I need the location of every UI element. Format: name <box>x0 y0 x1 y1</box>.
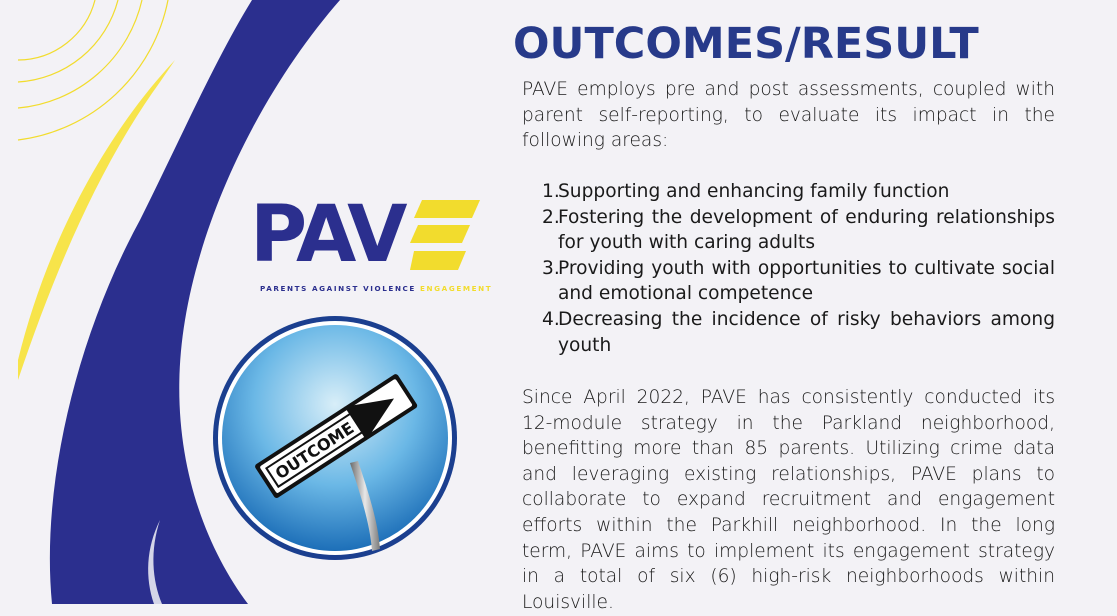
white-curve <box>148 520 162 604</box>
navy-swoosh <box>49 0 341 604</box>
logo-letters: PAV <box>250 190 407 280</box>
list-item: 3. Providing youth with opportunities to … <box>542 257 1055 305</box>
yellow-rings <box>17 0 169 141</box>
list-item: 2. Fostering the development of enduring … <box>542 206 1055 254</box>
impact-areas-list: 1. Supporting and enhancing family functi… <box>522 179 1055 358</box>
list-item: 4. Decreasing the incidence of risky beha… <box>542 308 1055 356</box>
intro-paragraph: PAVE employs pre and post assessments, c… <box>522 79 1055 152</box>
list-item: 1. Supporting and enhancing family functi… <box>542 181 950 202</box>
logo-tagline-main: PARENTS AGAINST VIOLENCE <box>260 284 421 293</box>
pave-logo: PAV PARENTS AGAINST VIOLENCE ENGAGEMENT <box>250 190 491 301</box>
logo-tagline: PARENTS AGAINST VIOLENCE ENGAGEMENT <box>260 284 491 293</box>
outcome-sign-image: OUTCOME <box>213 316 457 560</box>
logo-tagline-accent: ENGAGEMENT <box>420 284 493 293</box>
page-title: OUTCOMES/RESULT <box>513 19 979 69</box>
logo-e-stripes-icon <box>410 200 480 270</box>
outro-paragraph: Since April 2022, PAVE has consistently … <box>522 387 1055 613</box>
